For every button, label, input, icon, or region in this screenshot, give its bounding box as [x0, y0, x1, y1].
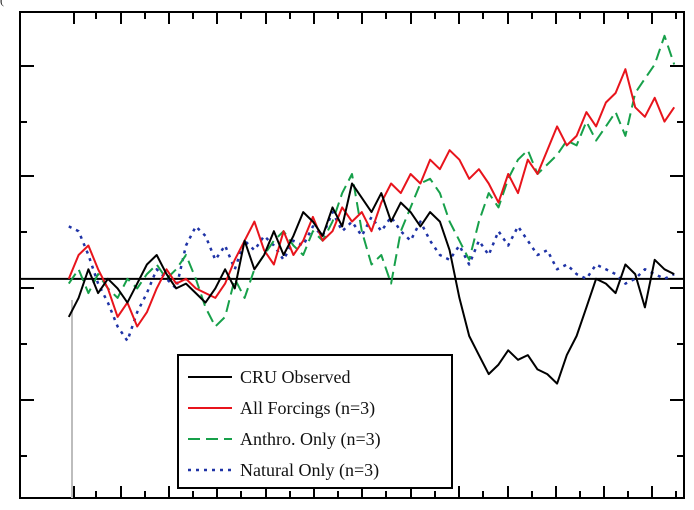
series-line-cru [67, 182, 675, 385]
series-line-natural [68, 210, 675, 343]
legend-label: CRU Observed [240, 367, 351, 387]
series-line-all [67, 68, 676, 328]
legend-label: Natural Only (n=3) [240, 460, 379, 481]
panel-label: ( [0, 0, 4, 7]
legend-label: All Forcings (n=3) [240, 398, 375, 419]
legend-label: Anthro. Only (n=3) [240, 429, 381, 450]
plot-border [19, 11, 685, 499]
